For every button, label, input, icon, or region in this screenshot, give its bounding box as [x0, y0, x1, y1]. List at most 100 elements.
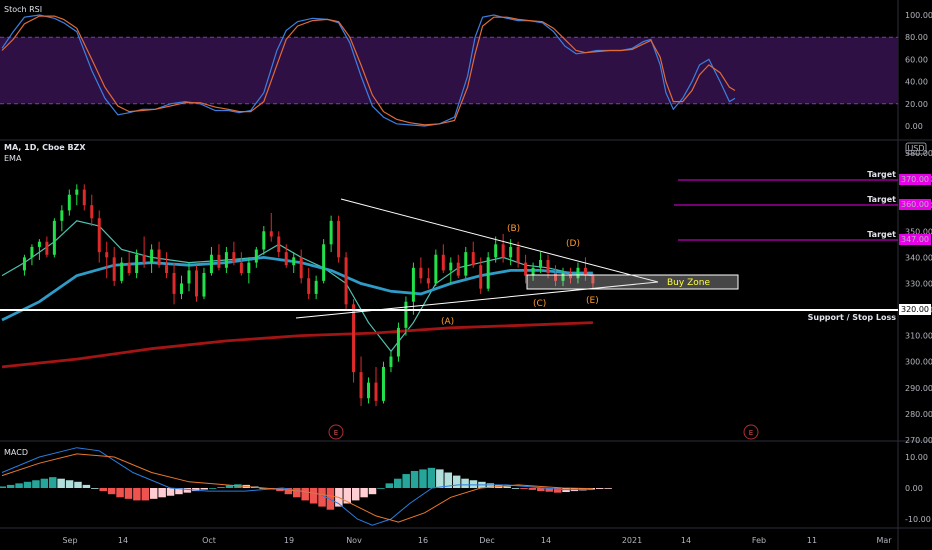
candle-body-up: [247, 262, 251, 274]
candle-body-up: [576, 267, 580, 279]
support-label: Support / Stop Loss: [808, 313, 897, 322]
time-axis-tick: 19: [284, 536, 294, 545]
candle-body-down: [127, 262, 131, 274]
macd-histogram-bar: [82, 484, 91, 488]
macd-histogram-bar: [377, 488, 385, 489]
candle-body-down: [299, 257, 303, 279]
macd-histogram-bar: [537, 488, 545, 492]
macd-histogram-bar: [604, 488, 612, 489]
macd-histogram-bar: [301, 488, 309, 501]
macd-histogram-bar: [553, 488, 562, 493]
stoch-rsi-y-tick: 40.00: [905, 78, 928, 87]
candle-body-down: [277, 236, 281, 253]
macd-histogram-bar: [326, 488, 335, 510]
macd-histogram-bar: [486, 483, 495, 488]
macd-histogram-bar: [40, 478, 49, 488]
macd-histogram-bar: [284, 488, 293, 495]
macd-y-tick: 0.00: [905, 484, 923, 493]
candle-body-up: [449, 262, 453, 271]
macd-y-tick: 10.00: [905, 453, 928, 462]
upper-trendline: [340, 198, 659, 283]
candle-body-down: [82, 189, 86, 206]
candle-body-down: [284, 252, 288, 266]
price-y-tick: 300.00: [905, 358, 932, 367]
candle-body-down: [97, 218, 101, 253]
candle-body-up: [209, 254, 213, 274]
candle-body-up: [381, 366, 385, 401]
candle-body-down: [232, 252, 236, 263]
macd-histogram-bar: [99, 488, 107, 492]
candle-body-up: [396, 327, 400, 357]
support-tag-320: 320.00: [899, 304, 931, 315]
macd-histogram-bar: [208, 488, 217, 489]
wave-label-e: (E): [586, 296, 599, 306]
earnings-marker-2[interactable]: E: [743, 424, 759, 440]
macd-histogram-bar: [528, 488, 537, 490]
candle-body-down: [112, 257, 116, 281]
time-axis-tick: Mar: [876, 536, 892, 545]
earnings-marker-1[interactable]: E: [328, 424, 344, 440]
stoch-rsi-panel: 100.00 80.00 60.00 40.00 20.00 0.00 Stoch RSI: [0, 5, 932, 131]
candle-body-up: [262, 231, 266, 250]
target-tag-370: 370.00: [899, 174, 931, 185]
macd-histogram-bar: [15, 483, 23, 488]
candle-body-up: [75, 189, 79, 195]
time-axis-tick: 16: [418, 536, 428, 545]
time-axis-tick: 2021: [622, 536, 642, 545]
macd-histogram-bar: [116, 488, 124, 498]
candle-body-up: [135, 254, 139, 274]
macd-histogram-bar: [309, 488, 318, 504]
macd-histogram-bar: [545, 488, 553, 492]
candle-body-down: [45, 241, 49, 255]
candle-body-up: [22, 257, 26, 271]
time-axis-tick: Oct: [202, 536, 216, 545]
candle-body-down: [359, 372, 363, 399]
candle-body-up: [531, 267, 535, 276]
time-axis-tick: 14: [681, 536, 691, 545]
macd-panel: 10.00 0.00 -10.00 MACD: [0, 447, 931, 526]
macd-histogram-bar: [351, 488, 360, 501]
candle-body-down: [583, 267, 587, 276]
support-tag-320-text: 320.00: [901, 305, 929, 314]
candle-body-down: [194, 270, 198, 297]
macd-histogram-bar: [419, 469, 427, 488]
candle-body-up: [52, 220, 56, 255]
wave-label-d: (D): [566, 239, 580, 249]
candle-body-down: [165, 265, 169, 274]
macd-histogram-bar: [368, 488, 377, 495]
price-y-tick: 280.00: [905, 410, 932, 419]
candle-body-up: [509, 246, 513, 258]
ema-indicator-label: EMA: [4, 154, 22, 163]
candle-body-up: [367, 382, 371, 399]
candle-body-down: [419, 267, 423, 279]
price-y-tick: 340.00: [905, 253, 932, 262]
stoch-rsi-y-tick: 100.00: [905, 11, 932, 20]
macd-histogram-bar: [166, 488, 175, 496]
target-tag-370-text: 370.00: [901, 175, 929, 184]
candle-body-down: [456, 262, 460, 276]
macd-histogram-bar: [124, 488, 133, 499]
target-tag-347-text: 347.00: [901, 235, 929, 244]
wave-label-c: (C): [533, 299, 546, 309]
candle-body-down: [546, 259, 550, 274]
macd-histogram-bar: [318, 488, 326, 507]
macd-histogram-bar: [91, 488, 99, 489]
candle-body-down: [426, 278, 430, 284]
macd-histogram-bar: [595, 488, 604, 489]
macd-title: MACD: [4, 448, 28, 457]
stoch-rsi-y-tick: 0.00: [905, 122, 923, 131]
candle-body-down: [172, 273, 176, 294]
macd-histogram-bar: [427, 467, 436, 488]
macd-y-tick: -10.00: [905, 515, 931, 524]
candle-body-down: [344, 257, 348, 305]
macd-histogram-bar: [175, 488, 183, 495]
stoch-rsi-band: [0, 37, 898, 104]
macd-histogram-bar: [6, 484, 15, 488]
candle-body-down: [105, 252, 109, 258]
candle-body-up: [539, 259, 543, 268]
macd-histogram-bar: [158, 488, 166, 498]
candle-body-up: [561, 273, 565, 281]
currency-badge[interactable]: [905, 142, 927, 155]
time-axis-tick: Sep: [62, 536, 77, 545]
macd-histogram-bar: [436, 469, 444, 488]
